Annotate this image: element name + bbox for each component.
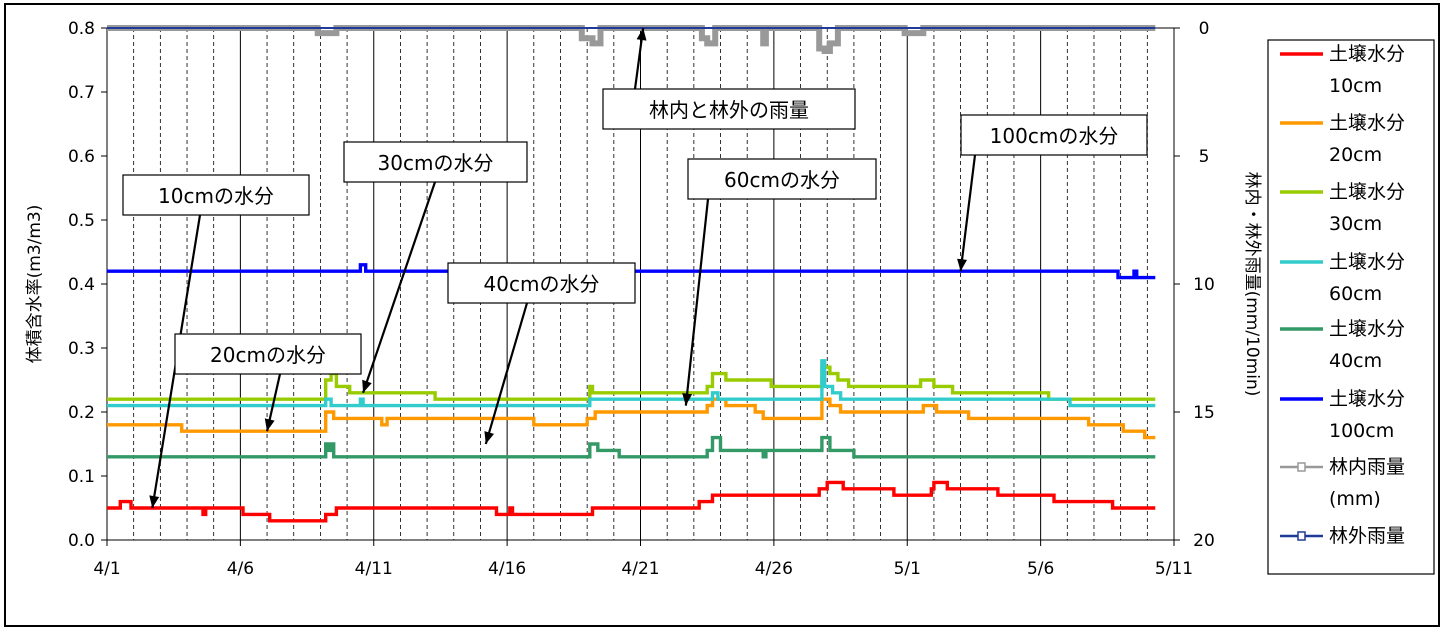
annotation-arrowhead [957, 258, 967, 272]
legend-sublabel: 30cm [1329, 213, 1382, 235]
legend-label: 林外雨量 [1329, 525, 1405, 547]
annotation-1: 100cmの水分 [957, 114, 1148, 272]
x-tick-label: 4/16 [488, 559, 526, 579]
legend-label: 土壌水分 [1329, 43, 1405, 65]
annotation-box [174, 333, 362, 375]
legend-marker [1297, 462, 1306, 472]
legend-sublabel: 40cm [1329, 350, 1382, 372]
annotation-arrow-line [484, 302, 529, 445]
y-right-tick-label: 15 [1193, 403, 1215, 423]
legend-marker [1297, 531, 1306, 541]
annotation-arrowhead [682, 393, 693, 406]
y-right-tick-label: 0 [1199, 19, 1210, 39]
annotation-label: 林内と林外の雨量 [649, 98, 809, 122]
annotation-arrowhead [362, 379, 372, 393]
y-left-tick-label: 0.5 [68, 211, 95, 231]
annotation-arrowhead [264, 418, 275, 432]
legend-label: 土壌水分 [1329, 318, 1405, 340]
x-tick-label: 5/6 [1027, 559, 1054, 579]
legend-label: 土壌水分 [1329, 388, 1405, 410]
series-line-(mm) [107, 25, 1156, 54]
legend-sublabel: (mm) [1329, 488, 1381, 510]
legend-sublabel: 100cm [1329, 420, 1394, 442]
annotation-2: 30cmの水分 [343, 141, 528, 394]
annotation-arrowhead [636, 28, 647, 41]
series-line-40cm [107, 435, 1156, 459]
annotation-label: 60cmの水分 [724, 168, 840, 192]
y-left-tick-label: 0.8 [68, 19, 95, 39]
x-tick-label: 4/26 [755, 559, 793, 579]
annotation-arrowhead [149, 495, 160, 508]
annotation-3: 10cmの水分 [122, 174, 310, 509]
annotation-label: 10cmの水分 [158, 184, 274, 208]
annotation-box [343, 141, 528, 183]
y-right-axis-title: 林内・林外雨量(mm/10min) [1242, 172, 1262, 397]
series-lines [107, 25, 1156, 523]
x-tick-label: 4/21 [621, 559, 659, 579]
x-tick-label: 5/1 [894, 559, 921, 579]
annotation-4: 60cmの水分 [682, 158, 877, 406]
y-left-tick-label: 0.4 [68, 275, 95, 295]
x-tick-label: 4/1 [93, 559, 120, 579]
legend-label: 土壌水分 [1329, 181, 1405, 203]
annotation-box [960, 114, 1148, 156]
legend-label: 林内雨量 [1329, 456, 1405, 478]
series-line-60cm [107, 359, 1156, 408]
legend-label: 土壌水分 [1329, 112, 1405, 134]
y-left-tick-label: 0.6 [68, 147, 95, 167]
legend-sublabel: 60cm [1329, 283, 1382, 305]
y-left-tick-label: 0.2 [68, 403, 95, 423]
annotation-0: 林内と林外の雨量 [602, 27, 856, 130]
legend-sublabel: 20cm [1329, 144, 1382, 166]
annotations: 林内と林外の雨量 100cmの水分 30cmの水分 10cmの水分 60cmの水分 40c… [122, 27, 1148, 509]
y-left-tick-label: 0.7 [68, 83, 95, 103]
annotation-arrow-line [684, 198, 710, 406]
annotation-label: 40cmの水分 [484, 272, 600, 296]
series-line-30cm [107, 365, 1156, 401]
annotation-label: 30cmの水分 [378, 151, 494, 175]
series-line-20cm [107, 397, 1156, 440]
series-line-10cm [107, 480, 1156, 523]
annotation-box [687, 158, 877, 200]
legend-box [1267, 39, 1435, 575]
x-tick-label: 4/11 [355, 559, 393, 579]
y-right-tick-label: 10 [1193, 275, 1215, 295]
annotation-arrow-line [959, 154, 977, 272]
y-left-tick-label: 0.0 [68, 531, 95, 551]
annotation-box [602, 88, 856, 130]
legend-sublabel: 10cm [1329, 75, 1382, 97]
annotation-label: 20cmの水分 [210, 343, 326, 367]
y-left-tick-label: 0.3 [68, 339, 95, 359]
y-left-tick-label: 0.1 [68, 467, 95, 487]
annotation-box [447, 262, 636, 304]
annotation-6: 20cmの水分 [174, 333, 362, 432]
y-right-tick-label: 5 [1199, 147, 1210, 167]
legend-label: 土壌水分 [1329, 251, 1405, 273]
y-right-tick-label: 20 [1193, 531, 1215, 551]
annotation-box [122, 174, 310, 216]
annotation-arrow-line [362, 181, 437, 394]
series-line-100cm [107, 263, 1156, 280]
annotation-label: 100cmの水分 [990, 124, 1119, 148]
legend: 土壌水分 10cm 土壌水分 20cm 土壌水分 30cm 土壌水分 60cm 土壌水分 40cm… [1267, 39, 1435, 575]
annotation-arrowhead [484, 431, 494, 444]
x-tick-label: 5/11 [1155, 559, 1193, 579]
y-left-axis-title: 体積含水率(m3/m3) [25, 205, 45, 364]
chart-frame [4, 3, 1440, 627]
annotation-5: 40cmの水分 [447, 262, 636, 445]
x-tick-label: 4/6 [227, 559, 254, 579]
